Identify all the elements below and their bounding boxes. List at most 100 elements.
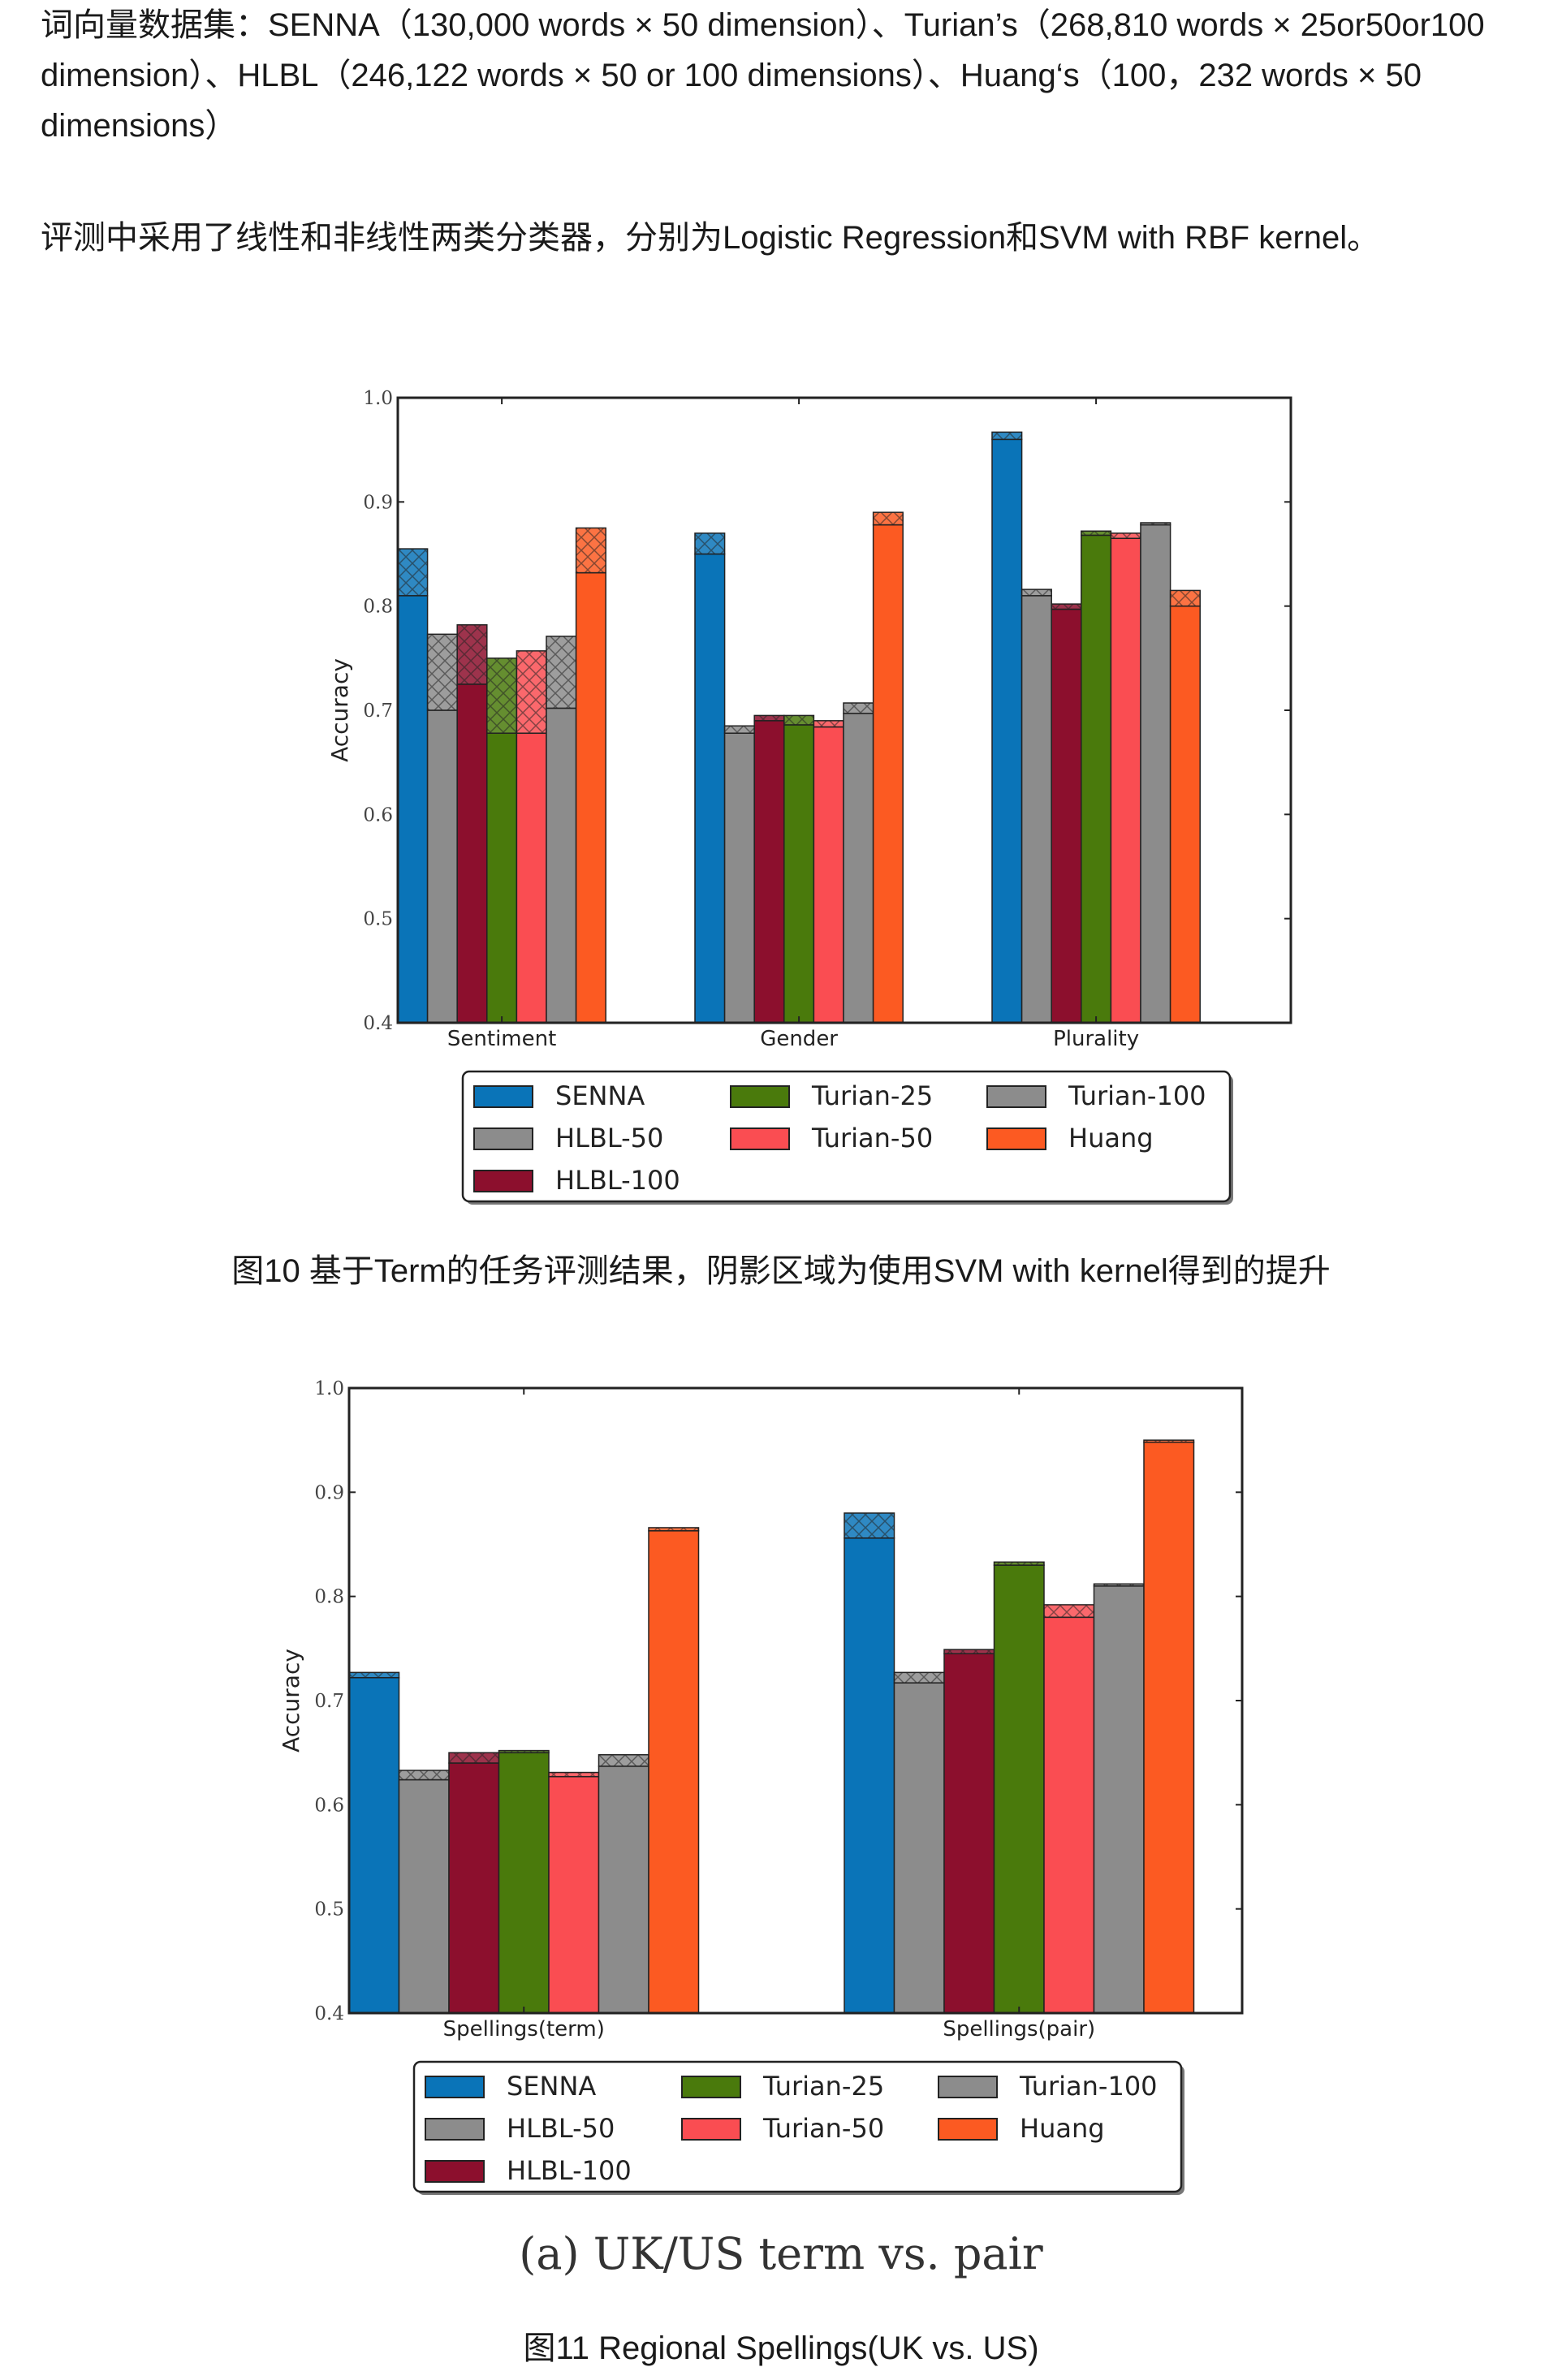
legend-swatch-hlbl-100	[473, 1170, 533, 1192]
term-task-bar-chart: 0.4 0.5 0.6 0.7 0.8 0.9 1.0 Sentiment Gender Plur…	[326, 388, 1292, 1205]
bar-hlbl-50-gender	[723, 732, 755, 1024]
legend-label-huang: Huang	[1020, 2113, 1105, 2144]
y-tick-label: 0.8	[314, 1587, 344, 1608]
dataset-description-paragraph: 词向量数据集：SENNA（130,000 words × 50 dimensio…	[41, 7, 1485, 144]
bar-turian-50-spellings-term	[548, 1775, 600, 2014]
bar-hlbl-50-sentiment	[426, 709, 458, 1024]
legend-swatch-turian-50	[730, 1127, 790, 1150]
svm-gain-hatch	[1170, 590, 1201, 606]
bar-senna-plurality	[991, 438, 1023, 1024]
svm-gain-hatch	[498, 1750, 549, 1753]
x-category-label: Sentiment	[447, 1027, 556, 1051]
y-tick-label: 0.4	[314, 2003, 344, 2024]
svm-gain-hatch	[844, 1513, 895, 1538]
legend-swatch-hlbl-50	[473, 1127, 533, 1150]
svm-gain-hatch	[427, 634, 458, 710]
svm-gain-hatch	[992, 432, 1022, 440]
y-tick-label: 0.5	[314, 1899, 344, 1921]
legend-swatch-turian-50	[681, 2118, 741, 2141]
svm-gain-hatch	[1141, 523, 1171, 525]
y-tick-label: 0.7	[314, 1691, 344, 1712]
svm-gain-hatch	[813, 720, 844, 727]
bar-senna-spellings-term	[348, 1677, 400, 2014]
regional-spellings-bar-chart: 0.4 0.5 0.6 0.7 0.8 0.9 1.0 Spellings(term) Spel…	[278, 1378, 1244, 2195]
bar-hlbl-50-spellings-pair	[893, 1682, 945, 2014]
svm-gain-hatch	[844, 703, 874, 714]
x-category-label: Spellings(term)	[443, 2017, 605, 2042]
bar-turian-25-gender	[783, 724, 815, 1024]
svm-gain-hatch	[754, 715, 784, 721]
bar-senna-gender	[694, 553, 726, 1024]
svm-gain-hatch	[457, 624, 487, 684]
x-category-label: Gender	[760, 1027, 838, 1051]
svm-gain-hatch	[1144, 1440, 1194, 1442]
bar-turian-100-spellings-term	[598, 1766, 649, 2014]
svm-gain-hatch	[649, 1527, 699, 1531]
bar-hlbl-100-spellings-term	[448, 1762, 500, 2014]
legend-label-turian-50: Turian-50	[811, 1123, 933, 1153]
legend-label-turian-100: Turian-100	[1019, 2071, 1158, 2102]
legend-label-senna: SENNA	[507, 2071, 596, 2102]
legend-label-turian-100: Turian-100	[1068, 1080, 1206, 1111]
x-category-label: Spellings(pair)	[943, 2017, 1095, 2042]
legend-swatch-huang	[986, 1127, 1046, 1150]
legend-swatch-turian-100	[938, 2076, 998, 2098]
y-tick-label: 0.5	[363, 909, 393, 930]
bar-huang-sentiment	[575, 571, 606, 1024]
legend-swatch-hlbl-50	[425, 2118, 485, 2141]
svm-gain-hatch	[1111, 532, 1141, 539]
svm-gain-hatch	[449, 1753, 499, 1763]
y-tick-label: 1.0	[363, 388, 393, 409]
bar-turian-50-spellings-pair	[1043, 1616, 1095, 2014]
y-tick-label: 0.8	[363, 597, 393, 618]
svm-gain-hatch	[944, 1649, 995, 1654]
svm-gain-hatch	[994, 1562, 1044, 1566]
bar-hlbl-100-plurality	[1051, 608, 1082, 1024]
bar-turian-100-sentiment	[546, 707, 577, 1024]
x-category-label: Plurality	[1053, 1027, 1139, 1051]
classifier-description-paragraph: 评测中采用了线性和非线性两类分类器，分别为Logistic Regression…	[41, 220, 1380, 256]
svm-gain-hatch	[1094, 1584, 1144, 1586]
legend-label-hlbl-100: HLBL-100	[507, 2155, 632, 2186]
svm-gain-hatch	[516, 650, 546, 734]
y-axis-label: Accuracy	[278, 1649, 304, 1753]
bar-turian-25-plurality	[1081, 534, 1112, 1024]
legend-swatch-senna	[473, 1085, 533, 1108]
svm-gain-hatch	[398, 549, 428, 596]
y-tick-label: 1.0	[314, 1378, 344, 1399]
y-tick-label: 0.6	[314, 1795, 344, 1816]
plot-frame	[347, 1386, 1244, 2015]
legend-swatch-turian-100	[986, 1085, 1046, 1108]
bar-huang-plurality	[1169, 605, 1201, 1024]
bar-senna-sentiment	[397, 595, 429, 1024]
svm-gain-hatch	[399, 1770, 449, 1780]
svm-gain-hatch	[695, 532, 725, 554]
bar-turian-25-spellings-pair	[993, 1564, 1045, 2014]
svm-gain-hatch	[349, 1672, 399, 1678]
bar-hlbl-50-plurality	[1020, 595, 1052, 1024]
svm-gain-hatch	[549, 1772, 599, 1777]
bar-turian-25-sentiment	[486, 732, 518, 1024]
bar-turian-100-gender	[843, 713, 874, 1024]
bar-turian-50-gender	[813, 726, 844, 1024]
legend-swatch-hlbl-100	[425, 2160, 485, 2183]
svm-gain-hatch	[783, 715, 814, 725]
legend-label-huang: Huang	[1068, 1123, 1154, 1153]
bar-hlbl-50-spellings-term	[398, 1779, 450, 2014]
svm-gain-hatch	[486, 658, 517, 734]
bar-turian-25-spellings-term	[498, 1752, 550, 2014]
svm-gain-hatch	[576, 528, 606, 573]
bar-huang-spellings-pair	[1143, 1441, 1195, 2014]
legend-swatch-senna	[425, 2076, 485, 2098]
legend-label-turian-50: Turian-50	[762, 2113, 884, 2144]
y-tick-label: 0.4	[363, 1013, 393, 1034]
legend-swatch-turian-25	[681, 2076, 741, 2098]
bar-hlbl-100-gender	[753, 720, 785, 1024]
legend-label-turian-25: Turian-25	[811, 1080, 933, 1111]
legend-swatch-huang	[938, 2118, 998, 2141]
legend-swatch-turian-25	[730, 1085, 790, 1108]
bar-huang-gender	[872, 524, 904, 1024]
figure-11-subcaption: (a) UK/US term vs. pair	[519, 2228, 1043, 2279]
bar-turian-50-sentiment	[516, 732, 547, 1024]
svm-gain-hatch	[1081, 531, 1111, 536]
